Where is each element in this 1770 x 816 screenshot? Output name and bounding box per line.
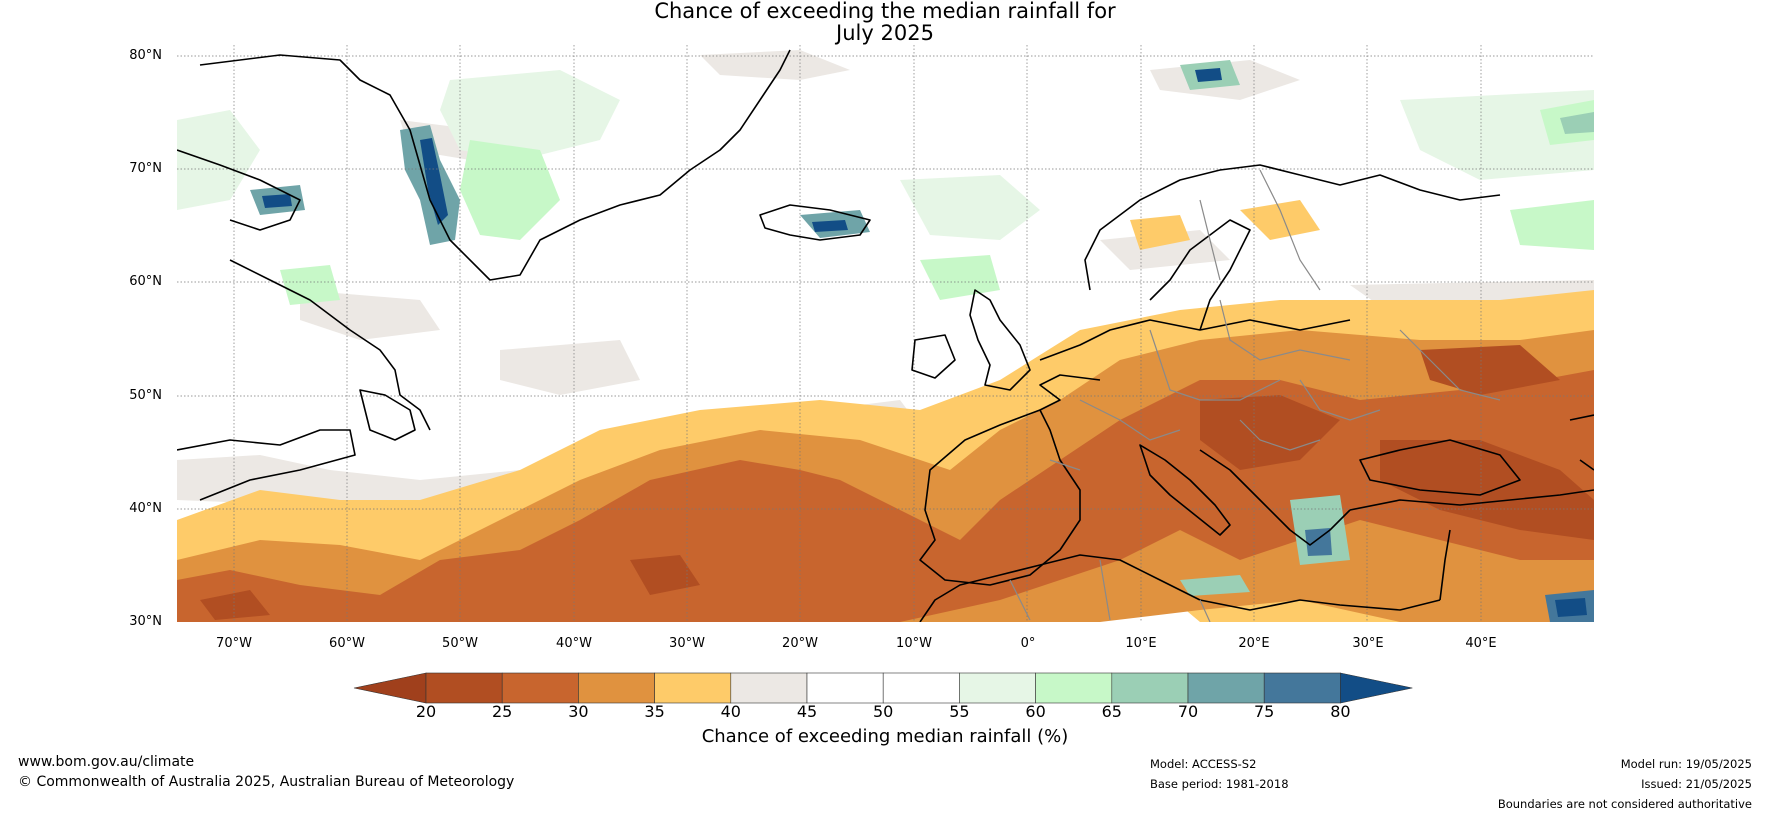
colorbar-segment	[1263, 672, 1341, 704]
levant-coast	[1439, 529, 1451, 601]
colorbar-segment	[1187, 672, 1265, 704]
colorbar-title: Chance of exceeding median rainfall (%)	[701, 726, 1069, 747]
colorbar-segment	[654, 672, 732, 704]
shading-orange	[177, 200, 1594, 622]
turkey-coast	[1349, 489, 1594, 511]
map-area	[177, 45, 1594, 622]
newfoundland-coast	[359, 389, 416, 441]
lon-label-30w: 30°W	[669, 636, 705, 651]
colorbar-segment	[730, 672, 808, 704]
colorbar-tick-label: 75	[1254, 702, 1275, 721]
britain-coast	[969, 289, 1031, 391]
map-title: Chance of exceeding the median rainfall …	[0, 0, 1770, 44]
europe-west-coast	[1039, 319, 1351, 361]
black-sea-coast	[1359, 439, 1521, 496]
colorbar-segment	[578, 672, 655, 704]
greenland-coast	[199, 49, 791, 281]
lat-label-70n: 70°N	[129, 161, 162, 176]
canada-south-coast	[177, 429, 356, 501]
sweden-baltic-coast	[1149, 219, 1251, 331]
title-line-1: Chance of exceeding the median rainfall …	[654, 0, 1116, 23]
lon-label-30e: 30°E	[1352, 636, 1384, 651]
lon-label-60w: 60°W	[329, 636, 365, 651]
colorbar-segment	[425, 672, 503, 704]
colorbar-segment	[959, 672, 1036, 704]
lon-label-40w: 40°W	[556, 636, 592, 651]
lat-label-50n: 50°N	[129, 388, 162, 403]
colorbar-tick-label: 70	[1177, 702, 1199, 721]
colorbar-tick-label: 35	[644, 702, 665, 721]
footer-copyright: © Commonwealth of Australia 2025, Austra…	[18, 774, 515, 790]
colorbar-extend-low	[353, 672, 427, 704]
colorbar-tick-label: 65	[1101, 702, 1122, 721]
lon-label-0: 0°	[1020, 636, 1036, 651]
kola-coast	[1299, 174, 1501, 201]
footer-disclaimer: Boundaries are not considered authoritat…	[1497, 797, 1752, 811]
iceland-coast	[759, 204, 871, 241]
colorbar-tick-label: 25	[492, 702, 513, 721]
colorbar-segment	[501, 672, 579, 704]
lat-label-80n: 80°N	[129, 48, 162, 63]
lon-label-10e: 10°E	[1125, 636, 1157, 651]
footer-issued: Issued: 21/05/2025	[1641, 777, 1752, 791]
colorbar-segment	[882, 672, 960, 704]
colorbar-tick-label: 55	[949, 702, 970, 721]
italy-coast	[1139, 444, 1231, 536]
colorbar-tick-label: 30	[568, 702, 589, 721]
colorbar	[353, 672, 1413, 704]
footer-model: Model: ACCESS-S2	[1150, 757, 1257, 771]
labrador-coast	[229, 259, 431, 431]
france-coast	[1039, 374, 1101, 411]
colorbar-tick-label: 80	[1330, 702, 1351, 721]
lat-label-30n: 30°N	[129, 614, 162, 629]
norway-coast	[1084, 164, 1301, 291]
colorbar-extend-high	[1340, 672, 1413, 704]
lat-label-40n: 40°N	[129, 501, 162, 516]
caspian-coast	[1569, 414, 1594, 471]
lon-label-20e: 20°E	[1238, 636, 1270, 651]
lon-label-70w: 70°W	[216, 636, 252, 651]
footer-website[interactable]: www.bom.gov.au/climate	[18, 754, 195, 770]
colorbar-tick-label: 40	[720, 702, 741, 721]
lon-label-50w: 50°W	[442, 636, 478, 651]
lat-label-60n: 60°N	[129, 274, 162, 289]
lon-label-10w: 10°W	[896, 636, 932, 651]
coastlines	[177, 49, 1594, 622]
footer-base-period: Base period: 1981-2018	[1150, 777, 1289, 791]
ireland-coast	[911, 334, 956, 379]
baffin-coast	[177, 149, 301, 231]
balkans-coast	[1199, 449, 1351, 546]
colorbar-tick-label: 45	[796, 702, 818, 721]
colorbar-tick-label: 20	[415, 702, 437, 721]
colorbar-segment	[1111, 672, 1189, 704]
colorbar-tick-label: 50	[873, 702, 894, 721]
colorbar-tick-label: 60	[1025, 702, 1046, 721]
national-borders	[1009, 169, 1501, 622]
lon-label-20w: 20°W	[782, 636, 818, 651]
north-africa-coast	[919, 554, 1441, 622]
title-line-2: July 2025	[836, 21, 934, 45]
lon-label-40e: 40°E	[1465, 636, 1497, 651]
footer-model-run: Model run: 19/05/2025	[1620, 757, 1752, 771]
colorbar-segment	[1035, 672, 1113, 704]
colorbar-segment	[806, 672, 884, 704]
shading-blue	[250, 60, 1594, 622]
